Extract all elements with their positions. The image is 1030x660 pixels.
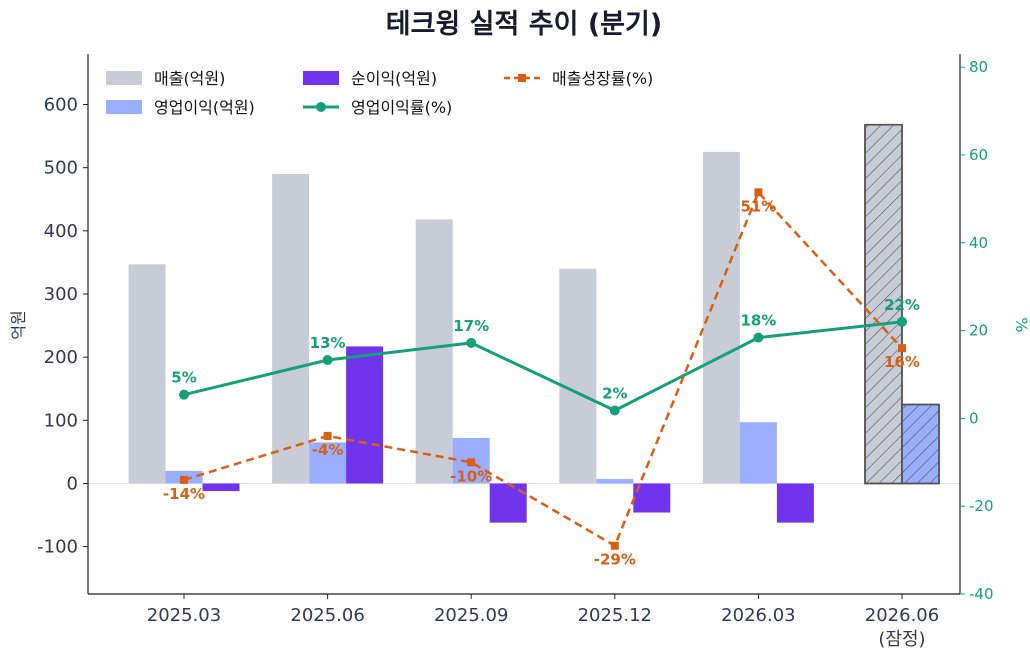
bar-hatch-1-5 xyxy=(901,403,940,485)
bar-2-4 xyxy=(776,483,814,523)
y2-axis-label: % xyxy=(1012,317,1030,332)
data-label-4-4: 51% xyxy=(740,197,776,215)
marker-3-5 xyxy=(897,316,907,327)
y-tick-label-7: 600 xyxy=(44,95,78,116)
bar-0-4 xyxy=(702,151,740,484)
legend-marker-4 xyxy=(518,74,526,82)
x-tick-label-2: 2025.09 xyxy=(434,605,508,626)
bar-2-2 xyxy=(489,483,527,523)
legend-label-3: 영업이익률(%) xyxy=(351,98,452,117)
data-label-4-2: -10% xyxy=(450,467,492,485)
y2-tick-label-3: 20 xyxy=(969,322,988,340)
marker-3-1 xyxy=(322,355,333,365)
line-4 xyxy=(183,191,903,547)
bar-hatch-0-5 xyxy=(864,123,903,485)
y-axis-label: 억원 xyxy=(9,310,28,339)
legend-marker-3 xyxy=(316,102,326,112)
data-label-4-3: -29% xyxy=(594,551,636,569)
marker-3-4 xyxy=(753,332,764,343)
marker-4-0 xyxy=(180,475,188,484)
bar-1-1 xyxy=(309,442,347,484)
data-label-3-2: 17% xyxy=(453,317,489,335)
bar-0-3 xyxy=(559,268,597,484)
data-label-3-4: 18% xyxy=(740,312,776,330)
x-tick-label-5: 2026.06 (잠정) xyxy=(865,605,939,650)
y2-tick-label-4: 40 xyxy=(969,234,988,252)
data-label-4-1: -4% xyxy=(312,441,344,459)
legend-swatch-0 xyxy=(106,71,142,85)
data-label-3-0: 5% xyxy=(171,369,196,387)
y-tick-label-6: 500 xyxy=(44,158,78,179)
x-tick-label-4: 2026.03 xyxy=(721,605,795,626)
chart-title: 테크윙 실적 추이 (분기) xyxy=(386,9,662,40)
marker-4-3 xyxy=(610,541,619,550)
marker-4-1 xyxy=(323,431,332,440)
y2-tick-label-0: -40 xyxy=(969,585,994,603)
y2-tick-label-2: 0 xyxy=(969,409,979,427)
bar-1-3 xyxy=(596,479,634,484)
y-tick-label-2: 100 xyxy=(44,410,78,431)
bar-2-1 xyxy=(346,346,384,484)
bar-2-0 xyxy=(202,483,240,492)
marker-3-3 xyxy=(609,405,620,416)
marker-4-4 xyxy=(754,188,763,197)
legend-label-1: 영업이익(억원) xyxy=(154,98,255,117)
marker-4-2 xyxy=(467,458,476,467)
y-tick-label-1: 0 xyxy=(67,473,78,494)
bar-1-4 xyxy=(739,422,777,484)
bar-0-2 xyxy=(415,219,453,484)
x-tick-label-0: 2025.03 xyxy=(147,605,221,626)
y-tick-label-4: 300 xyxy=(44,284,78,305)
marker-3-0 xyxy=(179,389,189,400)
marker-3-2 xyxy=(466,337,477,348)
legend-label-2: 순이익(억원) xyxy=(351,69,437,88)
y-tick-label-0: -100 xyxy=(37,537,78,558)
y-tick-label-3: 200 xyxy=(44,347,78,368)
y2-tick-label-5: 60 xyxy=(969,146,988,164)
data-label-3-5: 22% xyxy=(884,296,920,314)
bar-0-0 xyxy=(128,264,166,484)
legend-label-0: 매출(억원) xyxy=(154,69,225,88)
x-tick-label-1: 2025.06 xyxy=(290,605,364,626)
line-3 xyxy=(183,320,903,412)
y-tick-label-5: 400 xyxy=(44,221,78,242)
data-label-4-0: -14% xyxy=(163,485,205,503)
legend-label-4: 매출성장률(%) xyxy=(552,69,653,88)
x-tick-label-3: 2025.12 xyxy=(578,605,652,626)
marker-4-5 xyxy=(898,344,906,353)
data-label-3-3: 2% xyxy=(602,384,627,402)
legend-swatch-2 xyxy=(303,71,339,85)
y2-tick-label-6: 80 xyxy=(969,58,988,76)
y2-tick-label-1: -20 xyxy=(969,497,994,515)
legend-swatch-1 xyxy=(106,100,142,114)
legend: 매출(억원) 순이익(억원) 매출성장률(%) 영업이익(억원) 영업이익률(%) xyxy=(106,69,653,117)
plot-area: 5% 13% 17% 2% 18% 22% -14% -4% -10% -29% 51% 16% -10… xyxy=(37,54,994,650)
data-label-3-1: 13% xyxy=(310,334,346,352)
data-label-4-5: 16% xyxy=(884,353,920,371)
bar-0-1 xyxy=(272,174,310,484)
